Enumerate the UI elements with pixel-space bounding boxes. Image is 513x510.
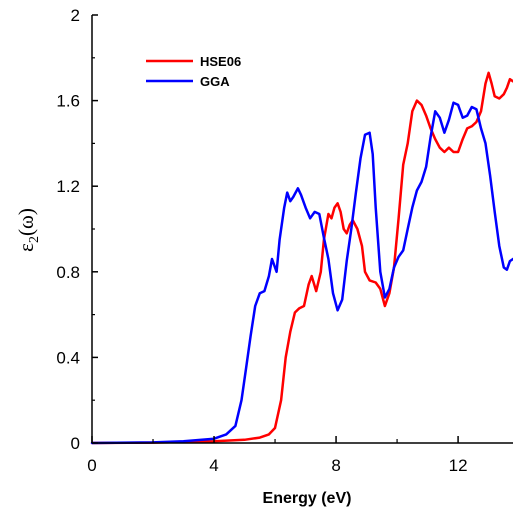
y-tick-label: 2 [71,6,80,25]
y-tick-label: 0.4 [56,348,80,367]
x-tick-label: 8 [331,456,340,475]
y-tick-label: 1.2 [56,177,80,196]
y-tick-label: 0 [71,434,80,453]
series-line-hse06 [90,71,513,445]
legend-label-hse06: HSE06 [200,54,241,69]
legend: HSE06 GGA [146,54,241,89]
legend-label-gga: GGA [200,74,230,89]
y-axis-title-rest: (ω) [14,208,38,236]
series-layer [90,71,513,445]
x-axis-title: Energy (eV) [263,490,352,507]
axes-layer [91,15,513,444]
y-axis-title-sub: 2 [27,236,42,243]
y-tick-label: 0.8 [56,263,80,282]
x-tick-label: 4 [209,456,218,475]
y-axis-title: ε2(ω) [14,208,42,252]
x-tick-label: 0 [87,456,96,475]
x-tick-label: 12 [449,456,468,475]
y-axis-title-main: ε [14,243,38,252]
y-tick-label: 1.6 [56,92,80,111]
ticks-layer: 0 0.4 0.8 1.2 1.6 2 0 4 8 12 [56,6,467,475]
series-line-gga [90,101,513,445]
